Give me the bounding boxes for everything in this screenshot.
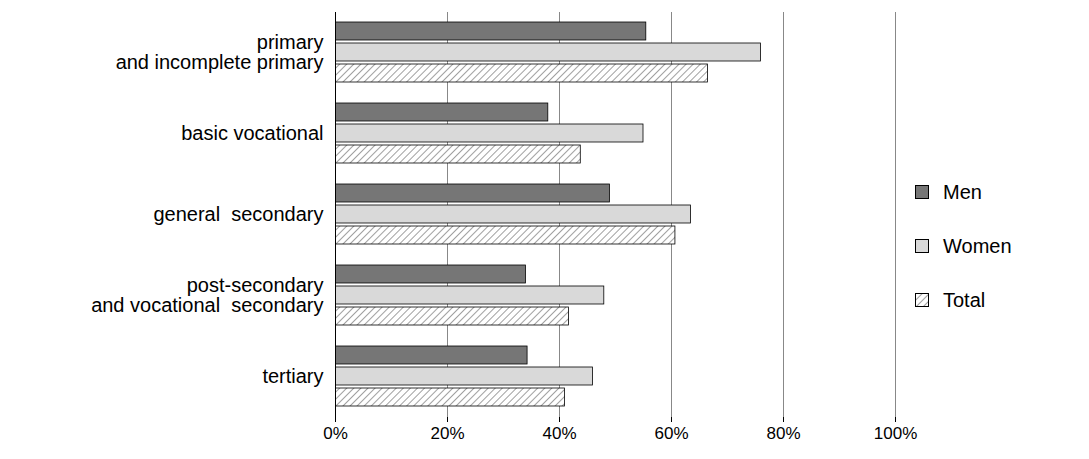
svg-text:0%: 0%	[323, 424, 348, 443]
svg-text:basic vocational: basic vocational	[181, 122, 323, 144]
svg-text:tertiary: tertiary	[262, 365, 323, 387]
svg-text:primaryand incomplete primary: primaryand incomplete primary	[116, 31, 324, 73]
svg-text:post-secondaryand vocational: post-secondaryand vocational secondary	[91, 274, 323, 316]
svg-text:80%: 80%	[766, 424, 800, 443]
html-text:Total: Total	[943, 288, 986, 311]
svg-text:40%: 40%	[542, 424, 576, 443]
svg-text:general secondary: general secondary	[153, 203, 323, 225]
svg-text:20%: 20%	[430, 424, 464, 443]
html-text:Men: Men	[943, 180, 982, 203]
svg-text:100%: 100%	[874, 424, 917, 443]
svg-text:60%: 60%	[654, 424, 688, 443]
html-text:Women: Women	[943, 234, 1012, 257]
